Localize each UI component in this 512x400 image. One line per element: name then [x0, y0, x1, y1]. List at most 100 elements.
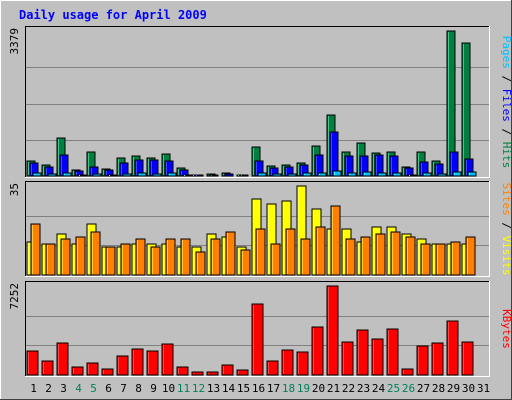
x-tick-label-day-20: 20 [312, 382, 325, 395]
bar-pages-day-9 [152, 173, 162, 177]
bar-kbytes-day-14 [221, 364, 234, 376]
side-legend: Sites / Visits [500, 183, 512, 276]
bar-rect [315, 226, 326, 276]
bar-rect [150, 246, 161, 276]
bar-rect [296, 351, 309, 376]
bar-rect [437, 173, 447, 177]
bar-sites-day-14 [225, 231, 236, 276]
bar-rect [180, 238, 191, 276]
x-tick-label-day-14: 14 [222, 382, 236, 395]
bar-rect [450, 241, 461, 276]
bar-rect [26, 350, 39, 376]
x-tick-label-day-26: 26 [402, 382, 415, 395]
bar-rect [377, 172, 387, 177]
bar-rect [77, 174, 87, 177]
x-tick-label-day-30: 30 [462, 382, 475, 395]
bar-rect [302, 172, 312, 177]
bar-pages-day-20 [317, 172, 327, 177]
bar-kbytes-day-7 [116, 355, 129, 376]
x-tick-label-day-22: 22 [342, 382, 355, 395]
bar-rect [461, 341, 474, 376]
x-tick-label-day-12: 12 [192, 382, 205, 395]
legend-pages: Pages [500, 36, 512, 69]
x-tick-label-day-1: 1 [30, 382, 37, 395]
bar-rect [182, 174, 192, 177]
bar-rect [356, 329, 369, 376]
x-tick-label-day-13: 13 [207, 382, 220, 395]
bar-rect [101, 368, 114, 376]
bar-rect [146, 350, 159, 376]
bar-sites-day-22 [345, 238, 356, 276]
x-tick-label-day-19: 19 [297, 382, 310, 395]
bar-sites-day-24 [375, 233, 386, 276]
legend-files: Files [500, 89, 512, 122]
bar-rect [225, 231, 236, 276]
bar-rect [86, 362, 99, 376]
series-kbytes [26, 285, 474, 376]
bar-rect [285, 228, 296, 276]
x-tick-label-day-25: 25 [387, 382, 400, 395]
bar-rect [281, 349, 294, 376]
bar-pages-day-18 [287, 173, 297, 177]
bar-rect [360, 236, 371, 276]
bar-rect [407, 174, 417, 177]
bar-sites-day-16 [255, 228, 266, 276]
legend-hits: Hits [500, 142, 512, 169]
x-tick-label-day-3: 3 [60, 382, 67, 395]
bar-sites-day-27 [420, 243, 431, 276]
chart-title: Daily usage for April 2009 [19, 8, 207, 22]
bar-rect [116, 355, 129, 376]
x-tick-label-day-15: 15 [237, 382, 250, 395]
bar-rect [137, 172, 147, 177]
bar-kbytes-day-23 [356, 329, 369, 376]
bar-rect [224, 173, 234, 177]
bar-rect [266, 360, 279, 376]
bar-pages-day-27 [422, 172, 432, 177]
bar-kbytes-day-15 [236, 369, 249, 376]
bar-sites-day-20 [315, 226, 326, 276]
bar-rect [341, 341, 354, 376]
bar-kbytes-day-13 [206, 371, 219, 376]
bar-kbytes-day-3 [56, 342, 69, 376]
legend-sites: Sites [500, 183, 512, 216]
bar-files-day-12 [194, 174, 204, 177]
bar-kbytes-day-4 [71, 366, 84, 376]
bar-rect [236, 369, 249, 376]
bar-pages-day-2 [47, 173, 57, 177]
bar-pages-day-30 [467, 171, 477, 177]
x-tick-label-day-31: 31 [477, 382, 490, 395]
bar-rect [272, 173, 282, 177]
legend-separator: / [500, 122, 512, 142]
x-tick-label-day-17: 17 [267, 382, 280, 395]
bar-pages-day-3 [62, 172, 72, 177]
bar-rect [330, 205, 341, 276]
bar-sites-day-2 [45, 243, 56, 276]
bar-rect [191, 371, 204, 376]
x-tick-label-day-5: 5 [90, 382, 97, 395]
bar-kbytes-day-30 [461, 341, 474, 376]
bar-sites-day-21 [330, 205, 341, 276]
bar-rect [90, 231, 101, 276]
bar-pages-day-21 [332, 170, 342, 177]
series-sites [30, 205, 476, 276]
bar-rect [446, 320, 459, 376]
bar-pages-day-22 [347, 172, 357, 177]
x-tick-label-day-16: 16 [252, 382, 265, 395]
bar-rect [240, 249, 251, 276]
bar-sites-day-4 [75, 236, 86, 276]
bar-pages-day-28 [437, 173, 447, 177]
x-tick-label-day-7: 7 [120, 382, 127, 395]
bar-rect [167, 172, 177, 177]
side-legend: Pages / Files / Hits [500, 36, 512, 169]
series-files [29, 131, 474, 177]
bar-pages-day-10 [167, 172, 177, 177]
bar-kbytes-day-12 [191, 371, 204, 376]
x-tick-label-day-2: 2 [45, 382, 52, 395]
bar-rect [135, 238, 146, 276]
legend-separator: / [500, 216, 512, 236]
x-tick-label-day-18: 18 [282, 382, 295, 395]
bar-kbytes-day-8 [131, 348, 144, 376]
bar-pages-day-25 [392, 172, 402, 177]
bar-sites-day-17 [270, 243, 281, 276]
bar-pages-day-17 [272, 173, 282, 177]
